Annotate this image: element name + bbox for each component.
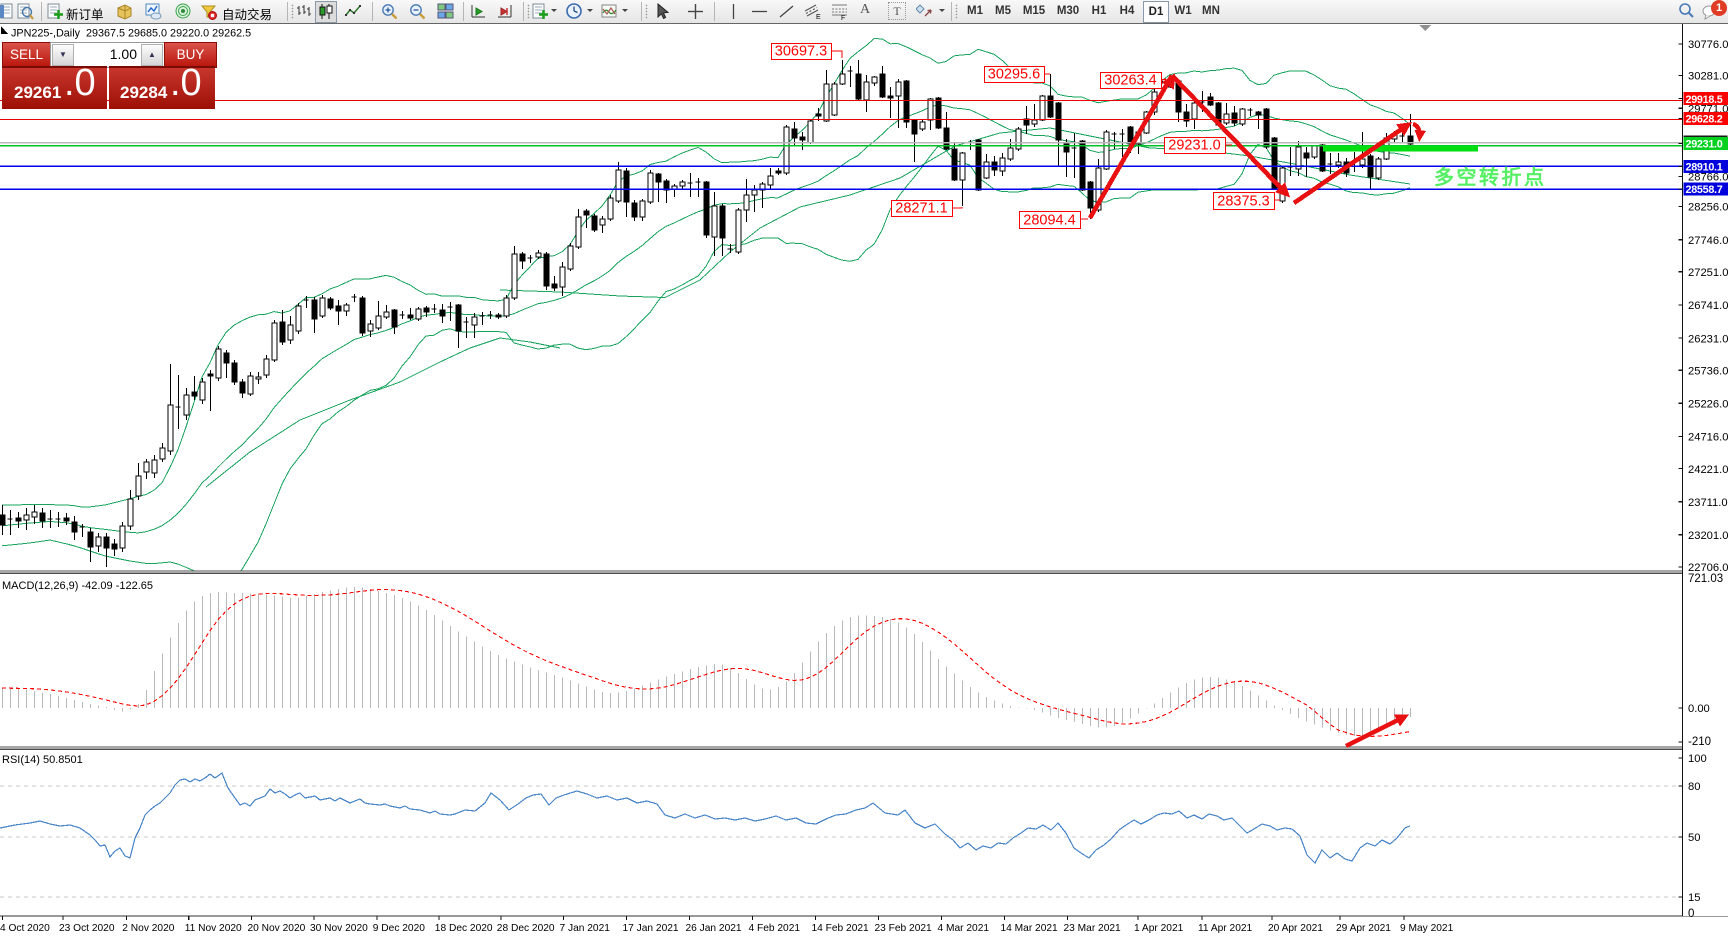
svg-text:E: E: [816, 14, 821, 20]
svg-text:0.00: 0.00: [1688, 703, 1710, 715]
svg-text:30 Nov 2020: 30 Nov 2020: [310, 923, 368, 934]
svg-text:25736.0: 25736.0: [1688, 365, 1728, 377]
svg-text:20 Apr 2021: 20 Apr 2021: [1268, 923, 1323, 934]
svg-text:26741.0: 26741.0: [1688, 300, 1728, 312]
svg-text:30697.3: 30697.3: [775, 44, 827, 60]
svg-text:24221.0: 24221.0: [1688, 464, 1728, 476]
svg-text:1 Apr 2021: 1 Apr 2021: [1134, 923, 1184, 934]
svg-text:29628.2: 29628.2: [1686, 114, 1723, 126]
svg-text:JPN225-,Daily 29367.5 29685.0: JPN225-,Daily 29367.5 29685.0 29220.0 29…: [11, 28, 251, 40]
svg-text:11 Nov 2020: 11 Nov 2020: [185, 923, 242, 934]
svg-text:28271.1: 28271.1: [895, 201, 947, 217]
svg-text:0: 0: [1688, 908, 1694, 920]
svg-text:28375.3: 28375.3: [1217, 194, 1269, 210]
svg-text:28256.0: 28256.0: [1688, 202, 1728, 214]
svg-text:18 Dec 2020: 18 Dec 2020: [435, 923, 493, 934]
svg-text:28 Dec 2020: 28 Dec 2020: [497, 923, 555, 934]
svg-text:4 Feb 2021: 4 Feb 2021: [749, 923, 801, 934]
svg-text:30281.0: 30281.0: [1688, 71, 1728, 83]
svg-text:23201.0: 23201.0: [1688, 530, 1728, 542]
svg-text:100: 100: [1688, 753, 1707, 765]
svg-text:多空转折点: 多空转折点: [1434, 165, 1547, 189]
svg-text:50: 50: [1688, 832, 1700, 844]
svg-text:26 Jan 2021: 26 Jan 2021: [686, 923, 742, 934]
svg-text:14 Feb 2021: 14 Feb 2021: [812, 923, 870, 934]
svg-text:23 Mar 2021: 23 Mar 2021: [1064, 923, 1122, 934]
svg-text:80: 80: [1688, 781, 1700, 793]
svg-text:29 Apr 2021: 29 Apr 2021: [1336, 923, 1391, 934]
svg-text:11 Apr 2021: 11 Apr 2021: [1198, 923, 1253, 934]
svg-text:23 Oct 2020: 23 Oct 2020: [59, 923, 115, 934]
svg-text:28766.0: 28766.0: [1688, 172, 1728, 184]
svg-text:26231.0: 26231.0: [1688, 333, 1728, 345]
svg-text:17 Jan 2021: 17 Jan 2021: [623, 923, 679, 934]
svg-text:28094.4: 28094.4: [1023, 213, 1075, 229]
svg-text:2 Nov 2020: 2 Nov 2020: [122, 923, 174, 934]
svg-text:-210: -210: [1688, 736, 1711, 748]
svg-text:29918.5: 29918.5: [1686, 94, 1723, 106]
svg-text:23711.0: 23711.0: [1688, 497, 1728, 509]
svg-text:24716.0: 24716.0: [1688, 432, 1728, 444]
svg-text:MACD(12,26,9) -42.09 -122.65: MACD(12,26,9) -42.09 -122.65: [2, 580, 153, 592]
svg-text:29231.0: 29231.0: [1686, 139, 1723, 151]
svg-text:22706.0: 22706.0: [1688, 562, 1728, 574]
svg-text:30263.4: 30263.4: [1104, 73, 1156, 89]
svg-text:20 Nov 2020: 20 Nov 2020: [248, 923, 306, 934]
svg-text:9 Dec 2020: 9 Dec 2020: [373, 923, 425, 934]
svg-text:30295.6: 30295.6: [988, 67, 1040, 83]
svg-text:23 Feb 2021: 23 Feb 2021: [875, 923, 933, 934]
svg-text:4 Mar 2021: 4 Mar 2021: [938, 923, 990, 934]
svg-text:721.03: 721.03: [1688, 573, 1723, 585]
svg-text:29231.0: 29231.0: [1168, 138, 1220, 154]
svg-text:27251.0: 27251.0: [1688, 267, 1728, 279]
svg-text:9 May 2021: 9 May 2021: [1400, 923, 1454, 934]
svg-text:27746.0: 27746.0: [1688, 235, 1728, 247]
svg-text:7 Jan 2021: 7 Jan 2021: [560, 923, 611, 934]
svg-text:RSI(14) 50.8501: RSI(14) 50.8501: [2, 754, 83, 766]
svg-text:F: F: [841, 15, 845, 20]
svg-text:28558.7: 28558.7: [1686, 184, 1723, 196]
svg-text:25226.0: 25226.0: [1688, 399, 1728, 411]
svg-text:14 Mar 2021: 14 Mar 2021: [1001, 923, 1059, 934]
svg-text:30776.0: 30776.0: [1688, 39, 1728, 51]
svg-text:14 Oct 2020: 14 Oct 2020: [0, 923, 50, 934]
svg-text:15: 15: [1688, 892, 1700, 904]
svg-text:28910.1: 28910.1: [1686, 162, 1723, 174]
